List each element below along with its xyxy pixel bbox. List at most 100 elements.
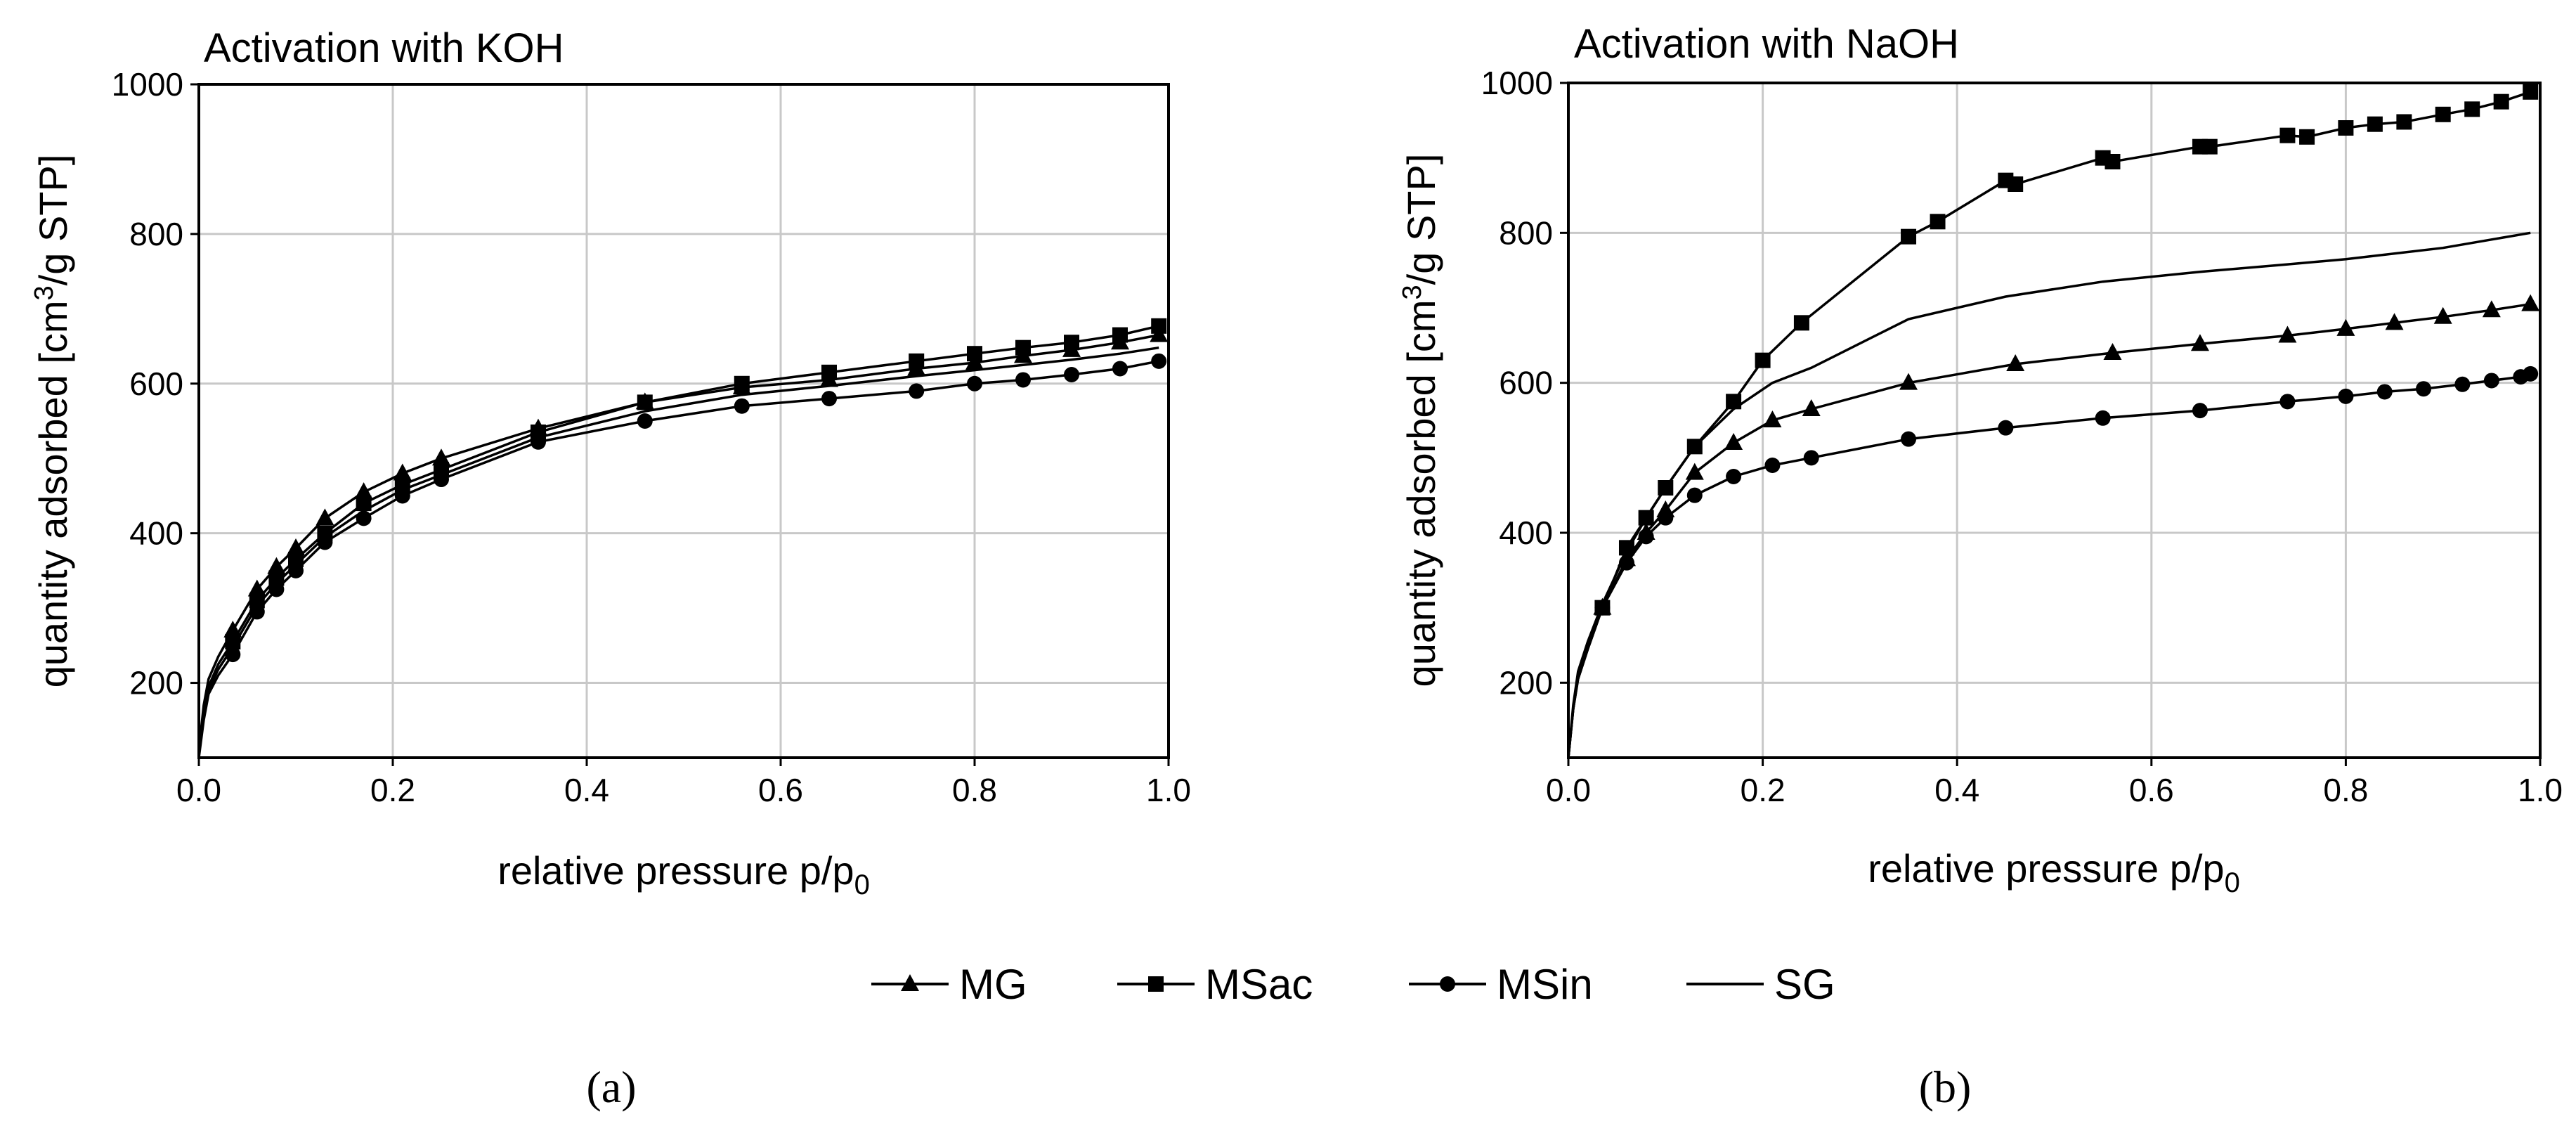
data-point-mg bbox=[2336, 318, 2355, 336]
x-tick-label: 0.8 bbox=[952, 772, 997, 808]
data-point-msac bbox=[1793, 315, 1809, 331]
x-tick-label: 0.4 bbox=[1934, 772, 1979, 808]
data-point-mg bbox=[267, 557, 286, 574]
data-point-mg bbox=[1685, 462, 1704, 480]
data-point-msin bbox=[1803, 450, 1819, 466]
data-point-mg bbox=[2521, 294, 2540, 311]
x-tick-label: 0.4 bbox=[564, 772, 609, 808]
series-line-msin bbox=[1567, 373, 2531, 758]
x-tick-label: 0.8 bbox=[2323, 772, 2368, 808]
data-point-msac bbox=[268, 570, 285, 586]
data-point-msin bbox=[1764, 458, 1781, 473]
data-point-msin bbox=[2338, 388, 2354, 404]
y-tick-label: 800 bbox=[1499, 214, 1553, 251]
data-point-mg bbox=[2190, 334, 2209, 351]
data-point-mg bbox=[287, 538, 305, 555]
y-tick-label: 400 bbox=[129, 515, 183, 552]
data-point-msac bbox=[637, 394, 653, 410]
data-point-msac bbox=[1064, 335, 1079, 351]
data-point-mg bbox=[2103, 343, 2122, 360]
data-point-msac bbox=[734, 375, 750, 391]
data-point-msac bbox=[356, 496, 372, 512]
data-point-msac bbox=[2367, 116, 2383, 132]
data-point-msac bbox=[967, 346, 982, 362]
data-point-mg bbox=[2433, 306, 2452, 324]
data-point-mg bbox=[432, 448, 450, 466]
panel-naoh: 0.0 0.2 0.4 0.6 0.8 1.0 200 400 600 800 1000 Activa… bbox=[1398, 21, 2563, 1112]
panel-label: (b) bbox=[1919, 1062, 1972, 1112]
x-tick-label: 1.0 bbox=[1146, 772, 1191, 808]
legend-marker-msin bbox=[1440, 976, 1455, 992]
series-msac bbox=[1567, 84, 2539, 758]
data-point-msin bbox=[2523, 365, 2539, 382]
y-tick-label: 1000 bbox=[1481, 65, 1553, 101]
data-point-mg bbox=[1802, 399, 1821, 416]
y-axis-label: quantity adsorbed [cm3/g STP] bbox=[1398, 154, 1443, 687]
data-point-msin bbox=[2279, 394, 2296, 410]
data-point-msac bbox=[2299, 129, 2315, 145]
data-point-msin bbox=[2192, 403, 2208, 419]
data-point-msin bbox=[1901, 431, 1917, 447]
data-point-msin bbox=[356, 510, 372, 526]
x-axis-label: relative pressure p/p0 bbox=[1868, 846, 2240, 898]
data-point-mg bbox=[316, 508, 334, 526]
panel-label: (a) bbox=[586, 1062, 636, 1112]
legend-item-msin: MSin bbox=[1409, 961, 1593, 1008]
x-tick-label: 0.6 bbox=[2129, 772, 2174, 808]
data-point-msin bbox=[2454, 376, 2471, 392]
series-sg bbox=[197, 346, 1159, 756]
data-point-msac bbox=[2279, 127, 2296, 143]
data-point-msin bbox=[637, 413, 653, 429]
plot-frame bbox=[197, 83, 1170, 759]
series-line-mg bbox=[1567, 302, 2531, 758]
data-point-msac bbox=[1726, 394, 1742, 410]
y-axis-label: quantity adsorbed [cm3/g STP] bbox=[30, 155, 75, 688]
data-point-msin bbox=[268, 581, 285, 597]
series-line-msac bbox=[1567, 91, 2531, 758]
series-mg bbox=[197, 325, 1169, 751]
legend-item-sg: SG bbox=[1686, 961, 1835, 1008]
data-point-msac bbox=[2435, 106, 2451, 122]
legend-marker-mg bbox=[901, 974, 919, 991]
data-point-msin bbox=[1686, 487, 1703, 503]
data-point-msin bbox=[734, 398, 750, 414]
series-line-mg bbox=[197, 333, 1159, 751]
x-tick-label: 0.0 bbox=[176, 772, 221, 808]
data-point-msac bbox=[2464, 101, 2480, 117]
series-line-sg bbox=[1567, 231, 2531, 758]
data-point-msin bbox=[225, 647, 241, 663]
data-point-msin bbox=[317, 534, 333, 550]
chart-title: Activation with NaOH bbox=[1574, 21, 1959, 67]
data-point-msac bbox=[1151, 318, 1167, 334]
data-point-msac bbox=[2338, 120, 2354, 136]
legend-item-msac: MSac bbox=[1117, 961, 1313, 1008]
series-msin bbox=[1567, 365, 2539, 758]
legend-label: MG bbox=[959, 961, 1027, 1008]
data-point-msin bbox=[1726, 469, 1742, 484]
x-tick-label: 0.0 bbox=[1546, 772, 1591, 808]
data-point-mg bbox=[247, 579, 266, 597]
legend-label: MSac bbox=[1205, 961, 1313, 1008]
legend-item-mg: MG bbox=[871, 961, 1027, 1008]
legend-label: MSin bbox=[1497, 961, 1593, 1008]
x-tick-label: 0.6 bbox=[758, 772, 803, 808]
legend-label: SG bbox=[1774, 961, 1835, 1008]
data-point-mg bbox=[1724, 433, 1743, 450]
series-line-sg bbox=[197, 346, 1159, 756]
data-point-msin bbox=[821, 391, 837, 407]
series-line-msac bbox=[197, 325, 1159, 754]
x-axis-label: relative pressure p/p0 bbox=[497, 848, 870, 900]
y-tick-label: 200 bbox=[129, 665, 183, 701]
y-tick-label: 200 bbox=[1499, 664, 1553, 701]
data-point-mg bbox=[1899, 373, 1918, 390]
data-point-msac bbox=[909, 353, 925, 369]
series-sg bbox=[1567, 231, 2531, 758]
data-point-mg bbox=[354, 482, 373, 500]
legend: MG MSac MSin SG bbox=[871, 961, 1835, 1008]
data-point-msin bbox=[967, 375, 982, 391]
data-point-mg bbox=[2385, 313, 2404, 330]
data-point-msin bbox=[2376, 384, 2393, 400]
data-point-msin bbox=[1998, 420, 2014, 436]
data-point-msin bbox=[249, 604, 265, 620]
